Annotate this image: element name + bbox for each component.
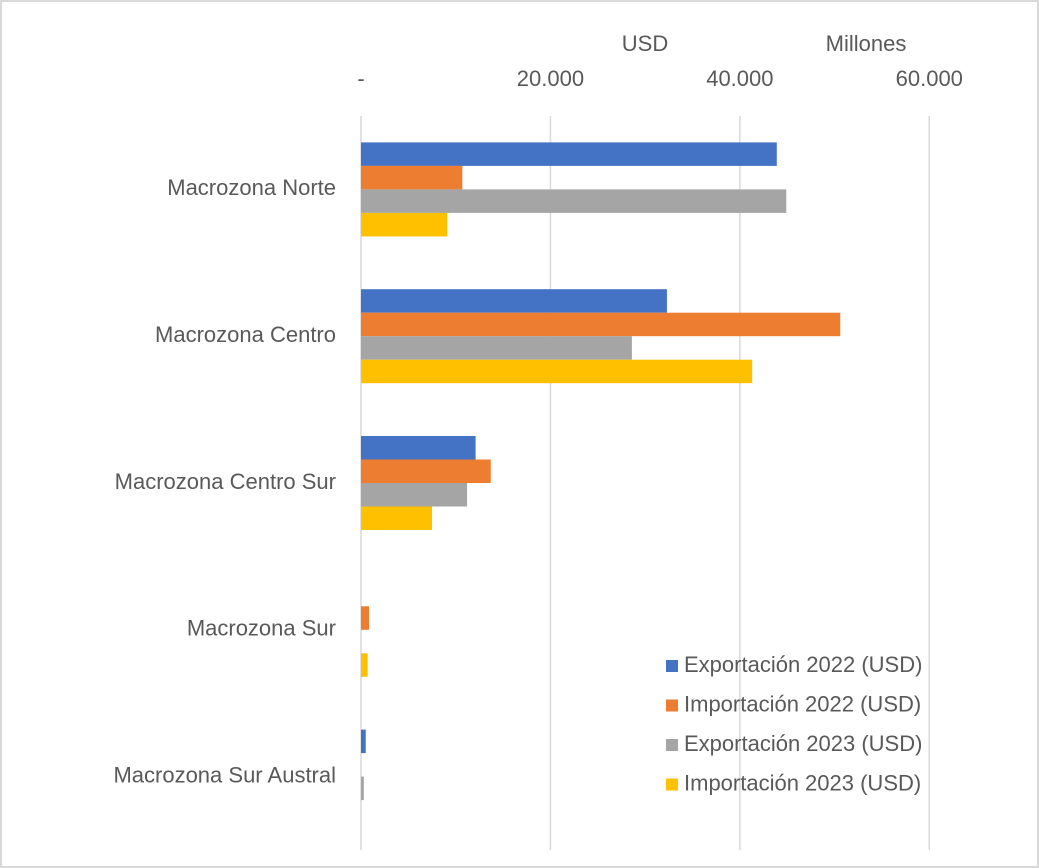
- bar: [361, 436, 476, 460]
- bar: [361, 776, 364, 801]
- bar: [361, 189, 787, 213]
- legend-swatch: [666, 739, 678, 751]
- legend-label: Importación 2023 (USD): [684, 770, 921, 795]
- x-tick-label: 40.000: [706, 66, 773, 91]
- legend-label: Importación 2022 (USD): [684, 691, 921, 716]
- bar: [361, 289, 667, 313]
- bar: [361, 729, 366, 754]
- legend-swatch: [666, 660, 678, 672]
- y-tick-label: Macrozona Centro: [155, 322, 336, 347]
- bar: [361, 606, 370, 630]
- y-tick-label: Macrozona Norte: [167, 175, 336, 200]
- x-tick-label: 60.000: [896, 66, 963, 91]
- bar: [361, 359, 753, 384]
- x-tick-label: 20.000: [517, 66, 584, 91]
- x-tick-label: -: [357, 66, 364, 91]
- x-axis-units: Millones: [826, 31, 907, 56]
- legend-label: Exportación 2022 (USD): [684, 652, 922, 677]
- bar: [361, 165, 463, 190]
- bar: [361, 312, 841, 337]
- legend-swatch: [666, 699, 678, 712]
- bar: [361, 336, 632, 360]
- y-tick-label: Macrozona Centro Sur: [115, 469, 336, 494]
- bar: [361, 212, 448, 237]
- bar: [361, 142, 777, 166]
- x-axis-label: USD: [622, 31, 668, 56]
- y-tick-label: Macrozona Sur: [187, 616, 336, 641]
- legend-swatch: [666, 778, 678, 791]
- bar: [361, 653, 368, 677]
- bar: [361, 506, 433, 530]
- bar: [361, 459, 491, 483]
- bar: [361, 483, 468, 507]
- legend-label: Exportación 2023 (USD): [684, 731, 922, 756]
- y-tick-label: Macrozona Sur Austral: [113, 762, 336, 787]
